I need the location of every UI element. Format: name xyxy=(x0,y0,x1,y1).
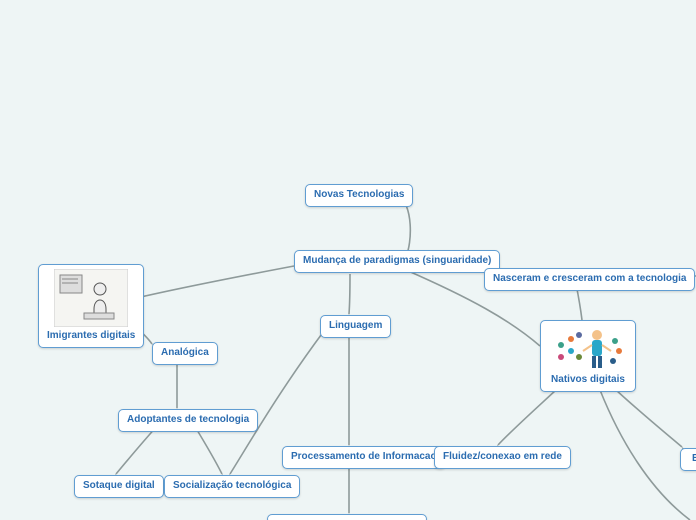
node-nativos-digitais[interactable]: Nativos digitais xyxy=(540,320,636,392)
node-nasceram-cresceram[interactable]: Nasceram e cresceram com a tecnologia xyxy=(484,268,695,291)
node-label: Nativos digitais xyxy=(549,374,627,387)
node-label: Adoptantes de tecnologia xyxy=(127,414,249,427)
node-socializacao-tecnologica[interactable]: Socialização tecnológica xyxy=(164,475,300,498)
node-label: Imigrantes digitais xyxy=(47,330,135,343)
node-label: Novas Tecnologias xyxy=(314,189,404,202)
node-linguagem[interactable]: Linguagem xyxy=(320,315,391,338)
node-novas-tecnologias[interactable]: Novas Tecnologias xyxy=(305,184,413,207)
person-icons-image xyxy=(549,325,627,371)
node-label: Sotaque digital xyxy=(83,480,155,493)
node-adoptantes-tecnologia[interactable]: Adoptantes de tecnologia xyxy=(118,409,258,432)
node-label: Mudança de paradigmas (singuaridade) xyxy=(303,255,491,268)
cartoon-image xyxy=(54,269,128,327)
node-analogica[interactable]: Analógica xyxy=(152,342,218,365)
node-mudanca-paradigmas[interactable]: Mudança de paradigmas (singuaridade) xyxy=(294,250,500,273)
node-imigrantes-digitais[interactable]: Imigrantes digitais xyxy=(38,264,144,348)
node-processamento-informacao[interactable]: Processamento de Informacao xyxy=(282,446,446,469)
node-fluidez-conexao[interactable]: Fluidez/conexao em rede xyxy=(434,446,571,469)
node-era-partial[interactable]: Era xyxy=(680,448,696,471)
node-label: Analógica xyxy=(161,347,209,360)
node-bottom-partial[interactable] xyxy=(267,514,427,520)
node-label: Fluidez/conexao em rede xyxy=(443,451,562,464)
node-label: Era xyxy=(689,453,696,466)
node-label: Socialização tecnológica xyxy=(173,480,291,493)
node-label: Processamento de Informacao xyxy=(291,451,437,464)
node-sotaque-digital[interactable]: Sotaque digital xyxy=(74,475,164,498)
node-label: Nasceram e cresceram com a tecnologia xyxy=(493,273,686,286)
node-label: Linguagem xyxy=(329,320,382,333)
